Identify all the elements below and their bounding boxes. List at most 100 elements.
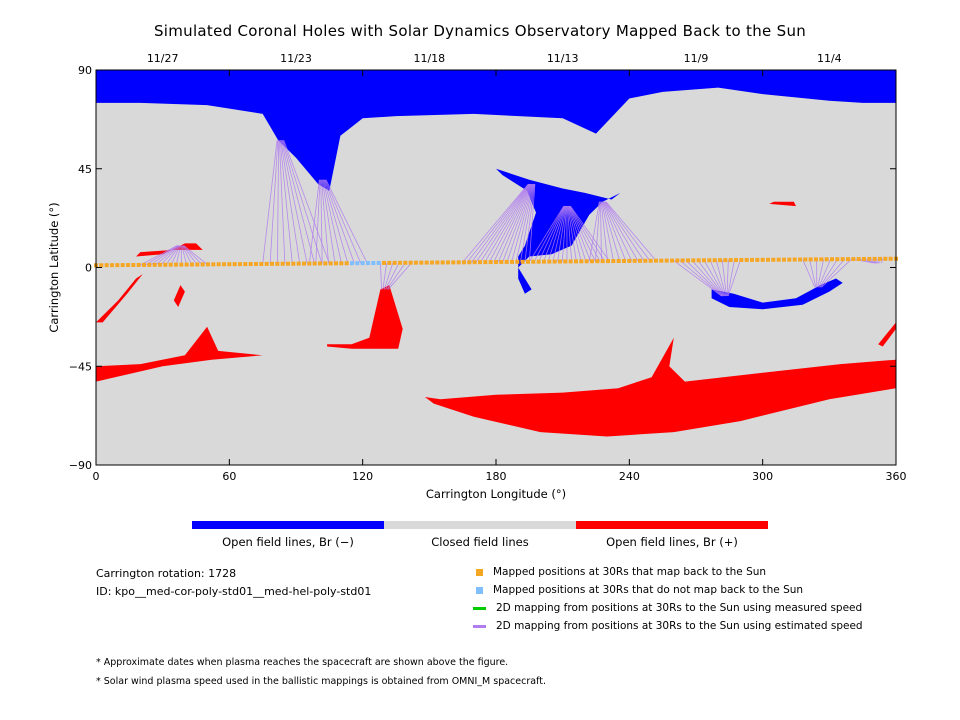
trajectory-point-mapped [798, 257, 802, 262]
trajectory-point-mapped [494, 260, 498, 265]
trajectory-point-mapped [227, 262, 232, 267]
mapping-line-4-10 [605, 201, 651, 261]
mapping-line-5-10 [727, 259, 735, 297]
legend-label: Mapped positions at 30Rs that map back t… [493, 566, 767, 578]
y-axis-label: Carrington Latitude (°) [47, 202, 61, 332]
mapping-line-2-11 [511, 184, 534, 262]
trajectory-point-mapped [115, 263, 120, 268]
x-tick-label: 240 [619, 470, 640, 483]
trajectory-point-mapped [158, 262, 162, 267]
x-tick-label: 120 [352, 470, 373, 483]
trajectory-point-mapped [643, 258, 648, 263]
trajectory-point-mapped [382, 260, 386, 265]
note-plasma-speed: * Solar wind plasma speed used in the ba… [96, 676, 546, 687]
mapping-line-3-17 [570, 205, 610, 262]
trajectory-point-mapped [499, 259, 504, 264]
mapping-line-2-13 [520, 184, 535, 262]
trajectory-point-mapped [611, 259, 616, 264]
trajectory-point-mapped [750, 257, 754, 262]
x-tick-label: 360 [886, 470, 907, 483]
legend-label: 2D mapping from positions at 30Rs to the… [496, 620, 863, 632]
mapping-line-3-5 [552, 205, 567, 262]
trajectory-point-mapped [600, 259, 605, 264]
trajectory-point-mapped [510, 259, 514, 264]
trajectory-point-mapped [131, 262, 136, 267]
trajectory-point-mapped [776, 257, 781, 262]
trajectory-point-mapped [696, 258, 701, 263]
coronal-hole-positive-9 [878, 322, 896, 347]
date-label: 11/18 [413, 52, 445, 65]
mapping-line-9-0 [851, 258, 875, 264]
trajectory-point-mapped [408, 260, 413, 265]
mapping-line-5-1 [679, 260, 723, 297]
mapping-line-5-7 [715, 260, 727, 297]
x-axis-label: Carrington Longitude (°) [426, 487, 566, 501]
trajectory-point-mapped [718, 258, 722, 263]
trajectory-point-mapped [206, 262, 210, 267]
trajectory-point-mapped [723, 258, 728, 263]
mapping-line-5-4 [697, 260, 725, 297]
trajectory-point-mapped [766, 257, 770, 262]
trajectory-point-mapped [744, 257, 749, 262]
trajectory-point-mapped [542, 259, 546, 264]
trajectory-point-mapped [526, 259, 530, 264]
mapping-line-3-4 [547, 205, 566, 262]
mapping-line-4-11 [605, 201, 657, 261]
legend-item-mapped-back: Mapped positions at 30Rs that map back t… [476, 566, 766, 580]
mapping-line-6-1 [809, 259, 817, 288]
coronal-hole-positive-6 [96, 274, 143, 323]
trajectory-point-mapped [478, 260, 482, 265]
trajectory-point-mapped [654, 258, 658, 263]
trajectory-point-mapped [302, 261, 306, 266]
green-line-icon [473, 606, 486, 610]
mapping-line-6-0 [802, 259, 816, 288]
trajectory-point-mapped [579, 259, 584, 264]
trajectory-point-mapped [872, 256, 877, 261]
carrington-rotation-text: Carrington rotation: 1728 [96, 567, 237, 580]
trajectory-point-mapped [659, 258, 664, 263]
trajectory-point-mapped [424, 260, 429, 265]
colorbar-label-open-positive: Open field lines, Br (+) [606, 535, 738, 549]
trajectory-point-mapped [152, 262, 157, 267]
trajectory-point-mapped [483, 260, 488, 265]
trajectory-point-mapped [312, 261, 317, 266]
trajectory-point-mapped [254, 261, 258, 266]
mapping-line-9-2 [863, 258, 878, 264]
trajectory-point-unmapped [355, 261, 360, 266]
mapping-line-1-5 [322, 179, 342, 264]
mapping-line-3-2 [538, 205, 565, 262]
trajectory-point-mapped [467, 260, 472, 265]
mapping-line-9-3 [870, 258, 880, 264]
trajectory-point-mapped [275, 261, 280, 266]
mapping-line-4-5 [601, 201, 621, 262]
trajectory-point-mapped [707, 258, 712, 263]
trajectory-point-mapped [814, 257, 818, 262]
coronal-hole-positive-3 [96, 326, 896, 437]
mapping-line-7-11 [182, 245, 198, 265]
mapping-line-3-10 [567, 205, 577, 262]
mapping-line-7-3 [155, 245, 179, 266]
trajectory-point-mapped [168, 262, 173, 267]
mapping-line-3-12 [568, 205, 587, 262]
trajectory-point-mapped [243, 262, 248, 267]
mapping-line-3-1 [533, 205, 565, 262]
trajectory-point-mapped [446, 260, 450, 265]
mapping-line-4-6 [602, 201, 627, 262]
trajectory-point-mapped [680, 258, 685, 263]
mapping-line-8-0 [380, 262, 382, 290]
mapping-line-0-7 [281, 140, 315, 264]
trajectory-point-mapped [99, 263, 104, 268]
mapping-line-7-2 [150, 245, 179, 266]
trajectory-point-mapped [712, 258, 717, 263]
coronal-hole-positive-7 [173, 285, 185, 307]
trajectory-point-mapped [819, 257, 824, 262]
date-label: 11/27 [147, 52, 179, 65]
mapping-line-6-3 [817, 259, 825, 288]
trajectory-point-mapped [419, 260, 424, 265]
mapping-line-0-0 [262, 140, 278, 264]
mapping-line-5-3 [691, 260, 724, 297]
trajectory-point-mapped [755, 257, 760, 262]
legend-item-not-mapped: Mapped positions at 30Rs that do not map… [476, 584, 803, 598]
y-tick-label: 0 [85, 262, 92, 275]
